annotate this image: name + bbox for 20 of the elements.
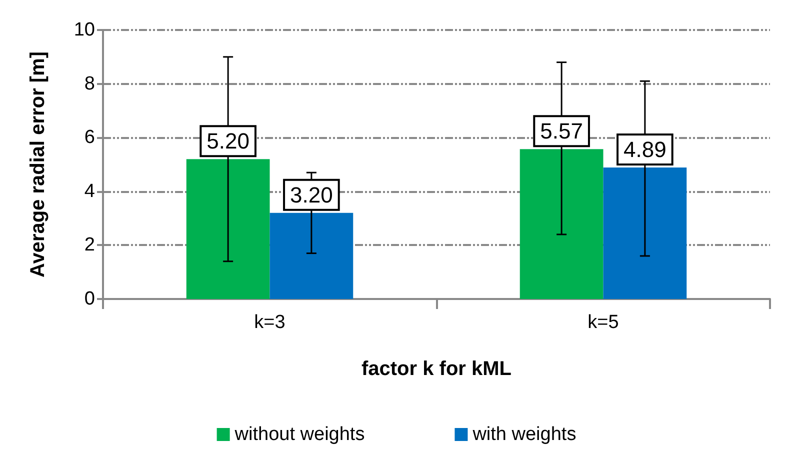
- data-label: 4.89: [624, 136, 666, 162]
- bar: [603, 167, 687, 299]
- data-label: 5.20: [206, 128, 250, 154]
- x-axis-title: factor k for kML: [361, 358, 512, 380]
- x-tick-label: k=5: [588, 312, 619, 333]
- data-label: 5.57: [540, 118, 583, 144]
- y-tick-label: 6: [84, 127, 95, 148]
- y-tick-label: 2: [84, 234, 95, 256]
- bar: [520, 149, 604, 299]
- y-tick-label: 10: [74, 20, 95, 40]
- legend-label: with weights: [472, 424, 576, 445]
- y-axis-title: Average radial error [m]: [27, 51, 49, 278]
- x-tick-label: k=3: [254, 312, 286, 333]
- y-tick-label: 0: [84, 288, 95, 310]
- bar: [186, 159, 270, 299]
- bar: [270, 212, 354, 299]
- y-tick-label: 4: [84, 180, 96, 202]
- y-tick-label: 8: [84, 73, 95, 94]
- data-label: 3.20: [290, 182, 333, 208]
- legend-label: without weights: [234, 424, 365, 445]
